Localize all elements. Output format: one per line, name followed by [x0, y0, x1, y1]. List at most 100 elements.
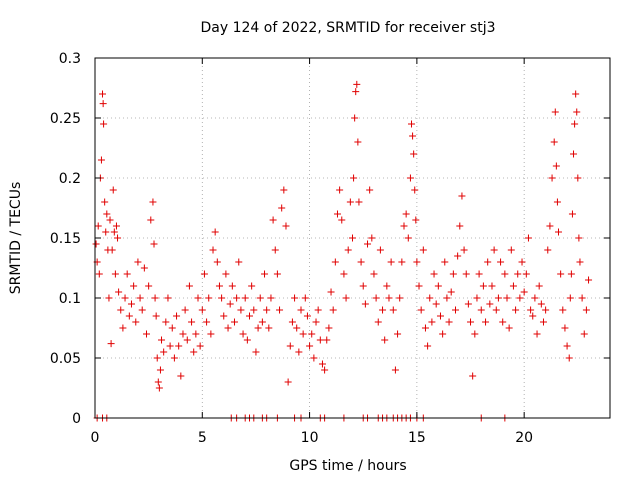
data-point: [284, 378, 292, 386]
data-point: [505, 324, 513, 332]
data-point: [531, 294, 539, 302]
data-point: [117, 306, 125, 314]
axis-ticks: [94, 57, 610, 419]
data-point: [492, 306, 500, 314]
data-point: [527, 306, 535, 314]
data-point: [389, 306, 397, 314]
y-tick-label: 0.1: [59, 291, 81, 307]
data-point: [228, 282, 236, 290]
data-point: [323, 336, 331, 344]
data-point: [134, 258, 142, 266]
data-point: [162, 318, 170, 326]
data-point: [239, 330, 247, 338]
data-point: [409, 132, 417, 140]
data-point: [130, 282, 138, 290]
data-point: [410, 150, 418, 158]
data-point: [237, 306, 245, 314]
data-point: [535, 282, 543, 290]
data-point: [402, 210, 410, 218]
y-axis-title: SRMTID / TECUs: [8, 182, 24, 295]
data-point: [486, 300, 494, 308]
data-point: [434, 282, 442, 290]
data-point: [164, 294, 172, 302]
data-point: [447, 288, 455, 296]
data-point: [368, 234, 376, 242]
data-point: [490, 246, 498, 254]
data-point: [552, 162, 560, 170]
data-point: [150, 240, 158, 248]
data-point: [308, 330, 316, 338]
data-point: [252, 348, 260, 356]
data-point: [181, 306, 189, 314]
data-point: [215, 282, 223, 290]
data-point: [155, 384, 163, 392]
data-point: [364, 240, 372, 248]
data-point: [582, 306, 590, 314]
data-point: [188, 318, 196, 326]
data-point: [136, 294, 144, 302]
data-point: [336, 186, 344, 194]
data-point: [235, 258, 243, 266]
data-point: [516, 294, 524, 302]
data-point: [565, 354, 573, 362]
data-point: [353, 80, 361, 88]
data-point: [412, 216, 420, 224]
data-point: [430, 270, 438, 278]
data-point: [194, 294, 202, 302]
data-point: [321, 366, 329, 374]
tick-labels: 0 0.05 0.1 0.15 0.2 0.25 0.3 0 5 10 15 20: [50, 51, 533, 446]
data-point: [415, 282, 423, 290]
data-point: [439, 330, 447, 338]
data-point: [366, 186, 374, 194]
data-point: [303, 312, 311, 320]
y-tick-label: 0.2: [59, 171, 81, 187]
y-tick-label: 0.25: [50, 111, 81, 127]
data-point: [243, 336, 251, 344]
data-point: [209, 246, 217, 254]
data-point: [568, 210, 576, 218]
data-point: [359, 282, 367, 290]
data-point: [224, 324, 232, 332]
data-point: [449, 270, 457, 278]
data-point: [261, 270, 269, 278]
data-point: [460, 246, 468, 254]
data-point: [570, 150, 578, 158]
data-point: [572, 90, 580, 98]
data-point: [109, 186, 117, 194]
data-point: [559, 306, 567, 314]
data-point: [123, 270, 131, 278]
data-point: [443, 294, 451, 302]
data-point: [145, 282, 153, 290]
data-point: [404, 234, 412, 242]
data-point: [419, 246, 427, 254]
chart-title: Day 124 of 2022, SRMTID for receiver stj…: [201, 20, 496, 36]
data-point: [346, 198, 354, 206]
data-point: [269, 216, 277, 224]
x-tick-label: 5: [198, 430, 207, 446]
data-point: [105, 294, 113, 302]
data-point: [125, 312, 133, 320]
data-point: [222, 270, 230, 278]
data-point: [99, 100, 107, 108]
data-point: [391, 366, 399, 374]
data-point: [333, 210, 341, 218]
data-point: [571, 120, 579, 128]
data-point: [352, 88, 360, 96]
data-point: [501, 270, 509, 278]
data-point: [267, 294, 275, 302]
data-point: [175, 342, 183, 350]
data-point: [173, 312, 181, 320]
data-point: [567, 270, 575, 278]
data-point: [482, 318, 490, 326]
data-point: [207, 330, 215, 338]
data-point: [379, 306, 387, 314]
data-point: [95, 270, 103, 278]
y-tick-label: 0.15: [50, 231, 81, 247]
data-point: [166, 342, 174, 350]
data-point: [158, 336, 166, 344]
data-point: [140, 264, 148, 272]
data-point: [542, 306, 550, 314]
data-point: [383, 282, 391, 290]
data-point: [329, 306, 337, 314]
